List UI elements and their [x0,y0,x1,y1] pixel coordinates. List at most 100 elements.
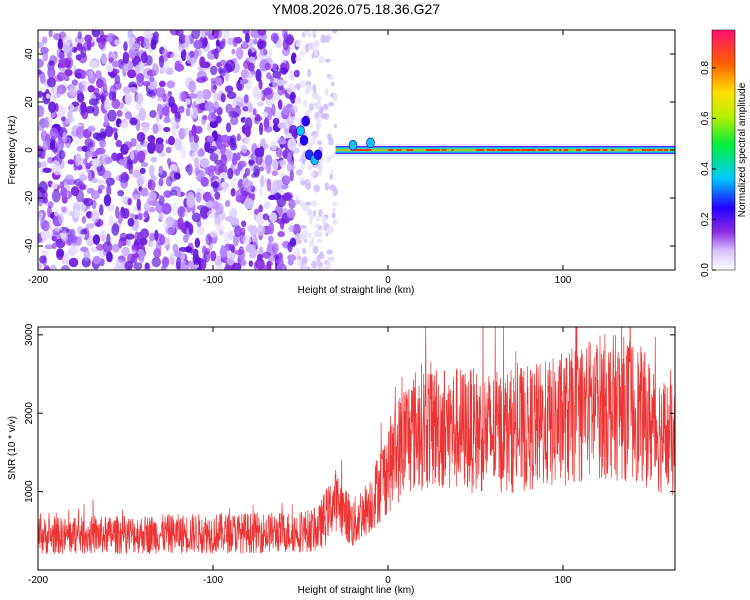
noise-blob [76,145,84,152]
noise-blob [284,122,290,129]
sparse-blob [306,145,313,152]
noise-blob [169,164,178,173]
noise-blob [44,244,54,250]
noise-blob [68,257,79,268]
noise-blob [99,138,107,148]
carrier-peak [368,149,372,151]
noise-blob [131,243,140,251]
noise-blob [221,181,226,188]
noise-blob [224,72,230,82]
noise-blob [115,139,123,148]
noise-blob [191,212,202,223]
noise-blob [204,140,211,153]
noise-blob [287,241,293,253]
noise-blob [207,135,215,142]
sparse-blob [330,169,334,174]
noise-blob [178,44,184,52]
noise-blob [183,211,189,218]
noise-blob [171,123,177,137]
noise-blob [214,215,221,226]
carrier-peak [595,149,600,151]
noise-blob [76,126,85,139]
noise-blob [53,209,59,217]
transition-blob [299,135,309,146]
sparse-blob [328,74,334,81]
noise-blob [200,76,209,82]
noise-blob [67,110,73,120]
sparse-blob [333,123,338,129]
noise-blob [44,265,50,270]
noise-blob [272,180,281,192]
noise-blob [200,259,207,270]
transition-blob [301,115,311,127]
noise-blob [169,252,175,263]
top-y-tick-label: -20 [24,190,35,205]
sparse-blob [318,56,325,64]
noise-blob [243,179,254,193]
noise-blob [209,152,219,162]
carrier-peak [602,149,608,151]
noise-blob [178,91,187,102]
noise-blob [253,90,264,101]
noise-blob [255,212,266,225]
noise-blob [150,156,158,163]
noise-blob [220,153,228,167]
noise-blob [81,79,89,86]
noise-blob [95,78,104,89]
noise-blob [222,30,231,39]
noise-blob [151,256,162,268]
noise-blob [258,185,263,197]
carrier-peak [663,149,667,151]
noise-blob [193,39,204,50]
noise-blob [49,127,59,140]
noise-blob [152,123,159,134]
transition-blob [348,139,358,151]
noise-blob [76,42,83,51]
noise-blob [137,212,143,221]
sparse-blob [297,259,302,267]
noise-blob [129,213,136,219]
noise-blob [117,189,125,197]
carrier-peak [504,149,508,151]
noise-blob [219,172,228,180]
sparse-blob [332,30,338,34]
noise-blob [148,232,156,242]
noise-blob [108,91,116,101]
noise-blob [244,167,251,177]
sparse-blob [299,199,305,208]
carrier-peak [552,149,557,151]
sparse-blob [306,109,312,114]
noise-blob [132,205,138,213]
noise-blob [38,212,44,220]
noise-blob [136,36,145,42]
noise-blob [245,72,256,79]
noise-blob [250,30,260,39]
noise-blob [108,57,115,63]
noise-blob [95,243,105,251]
noise-blob [240,227,246,236]
noise-blob [216,62,222,68]
noise-blob [38,105,45,118]
noise-blob [62,131,68,143]
noise-blob [185,107,191,117]
noise-blob [92,132,101,140]
noise-blob [288,198,296,209]
noise-blob [266,72,272,80]
noise-blob [194,157,200,169]
noise-blob [235,47,244,60]
noise-blob [170,51,181,62]
noise-blob [118,240,123,249]
noise-blob [113,81,122,91]
noise-blob [139,167,146,175]
noise-blob [266,50,273,58]
noise-blob [41,160,48,168]
sparse-blob [299,50,306,57]
noise-blob [271,92,280,101]
noise-blob [290,105,299,114]
noise-blob [73,209,81,219]
noise-blob [125,233,135,240]
noise-blob [178,246,188,253]
sparse-blob [326,249,333,255]
noise-blob [271,242,279,255]
noise-blob [151,63,159,76]
